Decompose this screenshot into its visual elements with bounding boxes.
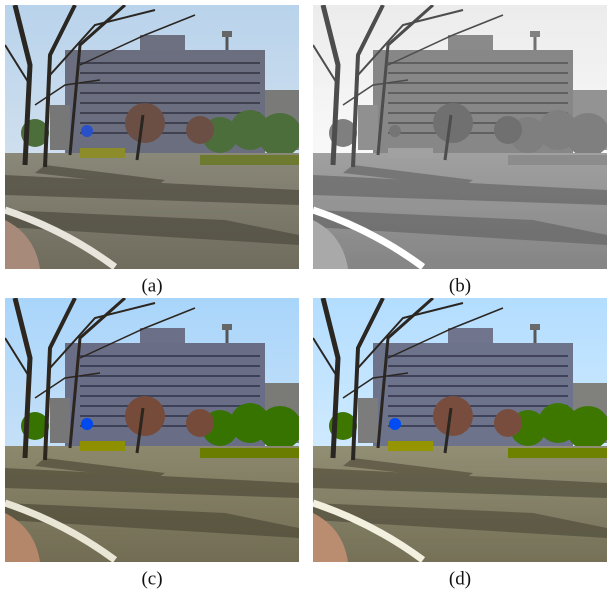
caption: (c) (141, 568, 162, 589)
caption: (d) (449, 568, 471, 589)
photo (313, 298, 607, 562)
figure: (a) (b) (c) (d) (0, 0, 607, 595)
photo (313, 5, 607, 269)
caption: (a) (141, 275, 162, 296)
photo (5, 298, 302, 562)
photo (5, 5, 302, 269)
caption: (b) (449, 275, 471, 296)
